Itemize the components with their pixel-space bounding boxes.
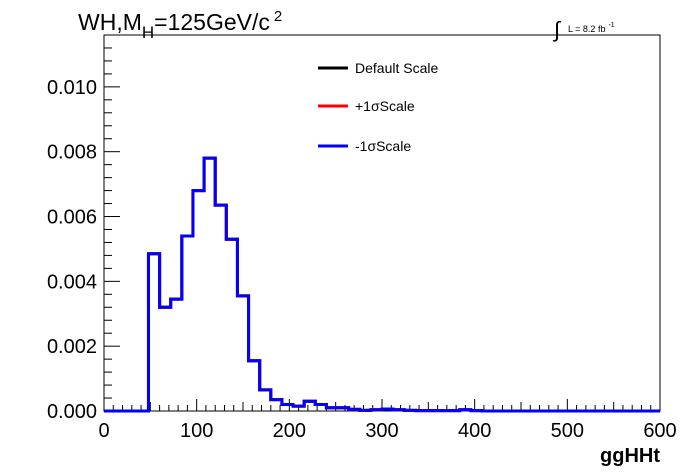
luminosity-label: L = 8.2 fb -1 (568, 22, 615, 34)
legend-label-default-scale: Default Scale (355, 60, 438, 76)
y-tick-label: 0.008 (47, 142, 97, 164)
x-tick-label: 500 (551, 420, 584, 442)
title-superscript: 2 (274, 8, 282, 25)
x-axis-label: ggHHt (600, 445, 660, 467)
x-tick-label: 400 (458, 420, 491, 442)
title-prefix: WH,M (78, 9, 142, 35)
x-tick-label: 600 (643, 420, 676, 442)
y-tick-label: 0.004 (47, 271, 97, 293)
x-tick-label: 0 (98, 420, 109, 442)
legend-label-minus-sigma: -1σScale (355, 138, 411, 154)
y-tick-label: 0.000 (47, 401, 97, 423)
title-middle: =125GeV/c (154, 9, 270, 35)
series-line-0 (104, 156, 660, 413)
x-axis: 0 100 200 300 400 500 600 (98, 399, 677, 442)
y-axis: 0.000 0.002 0.004 0.006 0.008 0.010 (47, 34, 120, 423)
luminosity-integral-symbol: ∫ (552, 17, 562, 42)
chart-title: WH,MH=125GeV/c 2 (78, 8, 282, 42)
legend: Default Scale +1σScale -1σScale (318, 60, 438, 154)
luminosity-text: L = 8.2 fb (568, 24, 605, 34)
series-layer (104, 156, 660, 413)
x-tick-label: 100 (180, 420, 213, 442)
y-tick-label: 0.010 (47, 77, 97, 99)
y-tick-label: 0.006 (47, 207, 97, 229)
series-line-2 (104, 156, 660, 413)
legend-label-plus-sigma: +1σScale (355, 98, 415, 114)
plot-frame (103, 34, 661, 412)
y-tick-label: 0.002 (47, 336, 97, 358)
title-subscript: H (142, 23, 154, 42)
x-tick-label: 200 (273, 420, 306, 442)
x-tick-label: 300 (365, 420, 398, 442)
series-line-1 (104, 156, 660, 413)
luminosity-superscript: -1 (608, 22, 614, 29)
